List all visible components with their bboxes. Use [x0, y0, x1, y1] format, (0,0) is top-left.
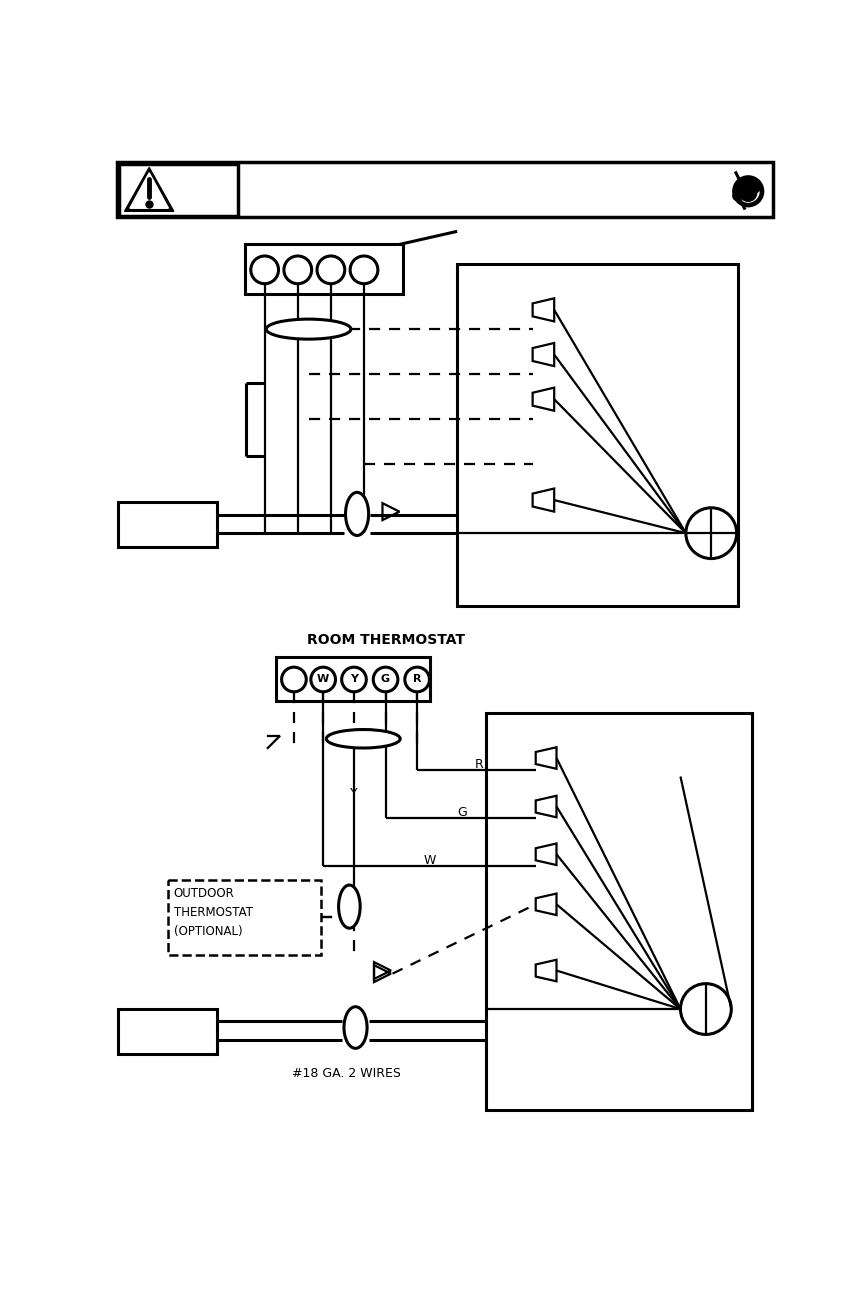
Text: G: G [457, 807, 468, 820]
Polygon shape [130, 173, 168, 208]
Circle shape [342, 668, 366, 692]
Bar [117, 162, 773, 217]
Bar [246, 244, 404, 295]
Text: W: W [424, 853, 437, 866]
Text: R: R [474, 757, 483, 770]
Circle shape [373, 668, 398, 692]
Circle shape [311, 668, 336, 692]
Circle shape [681, 983, 731, 1034]
Polygon shape [124, 168, 174, 212]
Bar [457, 264, 738, 607]
Bar [168, 879, 321, 955]
Circle shape [748, 181, 760, 192]
Circle shape [733, 191, 742, 200]
Ellipse shape [344, 1007, 367, 1048]
Text: OUTDOOR
THERMOSTAT
(OPTIONAL): OUTDOOR THERMOSTAT (OPTIONAL) [174, 887, 253, 938]
Text: #18 GA. 2 WIRES: #18 GA. 2 WIRES [292, 1066, 400, 1079]
Circle shape [350, 256, 378, 283]
Text: R: R [413, 674, 421, 685]
Circle shape [404, 668, 430, 692]
Circle shape [742, 178, 754, 190]
Circle shape [736, 181, 748, 192]
Bar [118, 503, 217, 547]
Ellipse shape [345, 492, 369, 535]
Text: ROOM THERMOSTAT: ROOM THERMOSTAT [307, 633, 465, 647]
Text: Y: Y [350, 787, 358, 800]
Circle shape [251, 256, 279, 283]
Bar [119, 164, 239, 216]
Text: G: G [381, 674, 390, 685]
Bar [486, 713, 752, 1109]
Text: Y: Y [350, 674, 358, 685]
Circle shape [738, 181, 759, 203]
Circle shape [317, 256, 345, 283]
Ellipse shape [266, 320, 351, 339]
Circle shape [686, 508, 737, 559]
Text: W: W [317, 674, 329, 685]
Circle shape [281, 668, 306, 692]
Ellipse shape [339, 885, 360, 929]
Circle shape [284, 256, 312, 283]
Bar [276, 657, 431, 701]
Ellipse shape [326, 730, 400, 748]
Bar [118, 1009, 217, 1053]
Circle shape [740, 184, 757, 201]
Circle shape [733, 175, 764, 207]
